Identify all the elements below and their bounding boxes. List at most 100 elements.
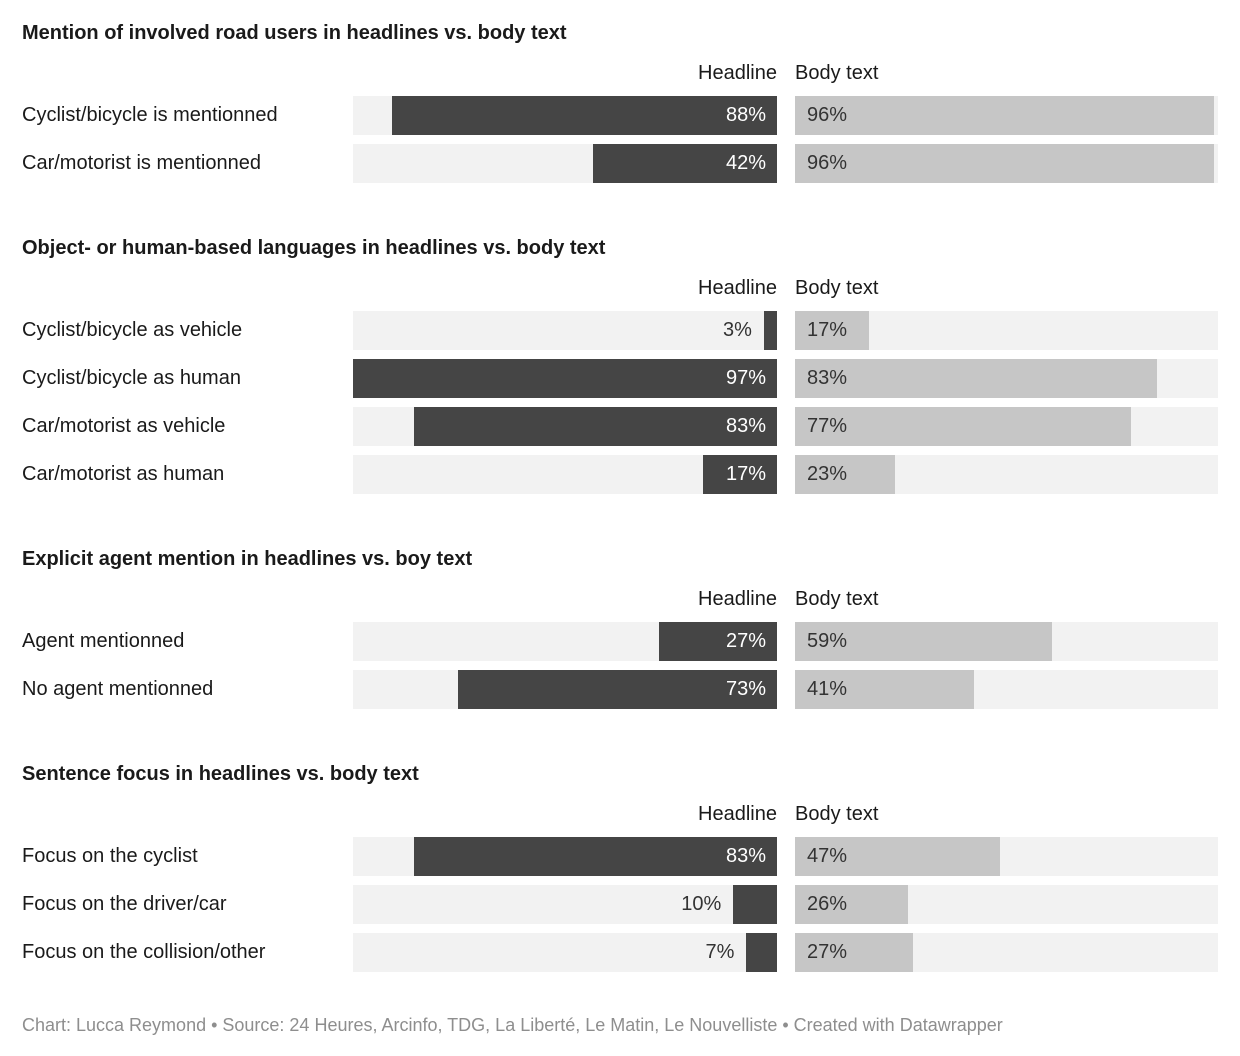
bar-row: Focus on the cyclist 83% 47% xyxy=(22,837,1218,876)
headline-bar xyxy=(746,933,777,972)
column-gap xyxy=(777,622,795,661)
bar-row: Cyclist/bicycle as human 97% 83% xyxy=(22,359,1218,398)
body-bar-cell: 83% xyxy=(795,359,1218,398)
column-gap xyxy=(777,311,795,350)
bar-row: Car/motorist as human 17% 23% xyxy=(22,455,1218,494)
headline-bar-cell: 3% xyxy=(353,311,777,350)
row-label: Focus on the cyclist xyxy=(22,845,198,867)
body-value: 59% xyxy=(807,630,848,652)
bar-row: Cyclist/bicycle as vehicle 3% 17% xyxy=(22,311,1218,350)
column-gap xyxy=(777,60,795,86)
row-label: No agent mentionned xyxy=(22,678,214,700)
body-bar-cell: 27% xyxy=(795,933,1218,972)
headline-bar xyxy=(353,359,777,398)
headline-bar xyxy=(733,885,777,924)
body-bar-cell: 77% xyxy=(795,407,1218,446)
headline-bar xyxy=(658,622,777,661)
body-bar xyxy=(795,359,1157,398)
column-gap xyxy=(777,885,795,924)
chart-footer: Chart: Lucca Reymond • Source: 24 Heures… xyxy=(22,1015,1003,1035)
column-gap xyxy=(777,96,795,135)
bar-row: Cyclist/bicycle is mentionned 88% 96% xyxy=(22,96,1218,135)
headline-bar-cell: 27% xyxy=(353,622,777,661)
headline-bar-cell: 7% xyxy=(353,933,777,972)
headline-value: 88% xyxy=(725,104,766,126)
section-title: Sentence focus in headlines vs. body tex… xyxy=(22,763,419,785)
column-header-row: Headline Body text xyxy=(22,586,1218,612)
body-bar xyxy=(795,670,974,709)
headline-bar-cell: 83% xyxy=(353,837,777,876)
column-gap xyxy=(777,144,795,183)
body-value: 41% xyxy=(807,678,848,700)
body-bar-cell: 17% xyxy=(795,311,1218,350)
headline-bar-track xyxy=(353,885,777,924)
row-label: Cyclist/bicycle as vehicle xyxy=(22,319,243,341)
column-header-headline: Headline xyxy=(698,803,777,825)
headline-bar-cell: 97% xyxy=(353,359,777,398)
column-header-spacer xyxy=(22,275,353,301)
body-value: 77% xyxy=(807,415,848,437)
body-bar xyxy=(795,455,896,494)
column-gap xyxy=(777,837,795,876)
column-header-spacer xyxy=(22,60,353,86)
body-bar xyxy=(795,837,1000,876)
headline-bar xyxy=(414,837,777,876)
section-title: Mention of involved road users in headli… xyxy=(22,22,567,44)
bar-row: Focus on the driver/car 10% 26% xyxy=(22,885,1218,924)
body-value: 26% xyxy=(807,893,848,915)
headline-bar-cell: 83% xyxy=(353,407,777,446)
headline-value: 83% xyxy=(725,845,766,867)
column-header-body: Body text xyxy=(795,62,879,84)
headline-bar-cell: 17% xyxy=(353,455,777,494)
headline-value: 42% xyxy=(725,152,766,174)
chart-section: Object- or human-based languages in head… xyxy=(22,235,1218,494)
row-label: Car/motorist as vehicle xyxy=(22,415,226,437)
headline-value: 73% xyxy=(725,678,766,700)
body-value: 23% xyxy=(807,463,848,485)
column-header-spacer xyxy=(22,586,353,612)
column-header-row: Headline Body text xyxy=(22,801,1218,827)
headline-value: 17% xyxy=(725,463,766,485)
body-bar-cell: 26% xyxy=(795,885,1218,924)
headline-bar xyxy=(593,144,777,183)
headline-value: 10% xyxy=(681,893,722,915)
body-value: 96% xyxy=(807,152,848,174)
headline-bar xyxy=(414,407,777,446)
body-value: 96% xyxy=(807,104,848,126)
column-header-row: Headline Body text xyxy=(22,275,1218,301)
body-bar-cell: 96% xyxy=(795,144,1218,183)
row-label: Focus on the collision/other xyxy=(22,941,266,963)
row-label: Car/motorist is mentionned xyxy=(22,152,261,174)
headline-bar-cell: 88% xyxy=(353,96,777,135)
chart-section: Mention of involved road users in headli… xyxy=(22,20,1218,183)
column-header-row: Headline Body text xyxy=(22,60,1218,86)
bar-row: Agent mentionned 27% 59% xyxy=(22,622,1218,661)
body-bar xyxy=(795,144,1214,183)
headline-bar xyxy=(702,455,777,494)
column-gap xyxy=(777,801,795,827)
column-header-body: Body text xyxy=(795,588,879,610)
body-value: 83% xyxy=(807,367,848,389)
headline-bar-cell: 10% xyxy=(353,885,777,924)
column-gap xyxy=(777,933,795,972)
row-label: Cyclist/bicycle is mentionned xyxy=(22,104,278,126)
column-header-body: Body text xyxy=(795,277,879,299)
section-title: Explicit agent mention in headlines vs. … xyxy=(22,548,473,570)
headline-bar xyxy=(763,311,777,350)
body-bar-cell: 47% xyxy=(795,837,1218,876)
headline-bar-cell: 42% xyxy=(353,144,777,183)
column-header-headline: Headline xyxy=(698,588,777,610)
headline-bar-cell: 73% xyxy=(353,670,777,709)
column-header-headline: Headline xyxy=(698,277,777,299)
body-bar xyxy=(795,622,1053,661)
headline-bar xyxy=(392,96,777,135)
column-gap xyxy=(777,586,795,612)
column-gap xyxy=(777,275,795,301)
row-label: Focus on the driver/car xyxy=(22,893,227,915)
column-header-body: Body text xyxy=(795,803,879,825)
headline-bar xyxy=(457,670,777,709)
body-bar-cell: 59% xyxy=(795,622,1218,661)
body-value: 27% xyxy=(807,941,848,963)
column-gap xyxy=(777,407,795,446)
